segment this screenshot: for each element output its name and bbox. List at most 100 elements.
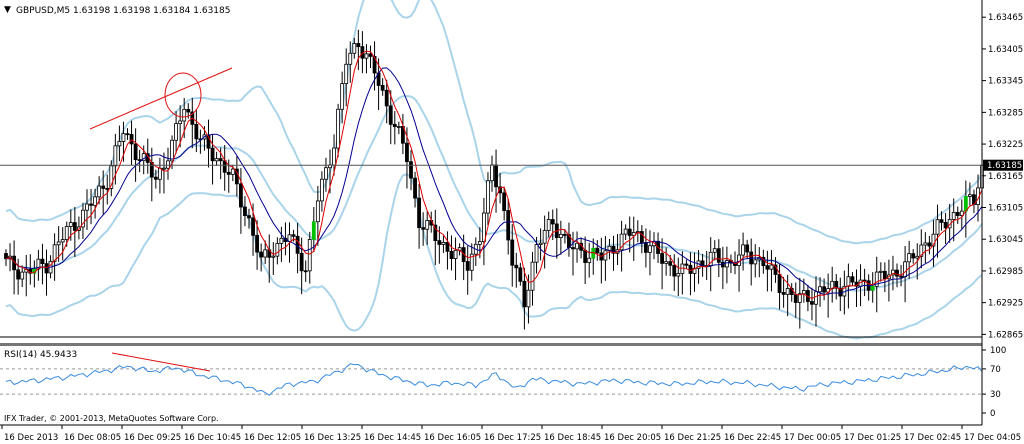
price-axis[interactable]: 1.63465 1.63405 1.63345 1.63285 1.63225 1.631… <box>982 13 1023 340</box>
trendline-annotation[interactable] <box>89 67 233 130</box>
candle[interactable] <box>951 198 956 242</box>
candle[interactable] <box>166 147 170 180</box>
candle[interactable] <box>194 109 199 153</box>
candle[interactable] <box>60 227 65 261</box>
candle[interactable] <box>716 239 721 278</box>
candle[interactable] <box>911 249 916 264</box>
candle[interactable] <box>611 235 616 271</box>
candle[interactable] <box>89 189 93 225</box>
candle[interactable] <box>777 264 782 310</box>
candle[interactable] <box>307 231 312 284</box>
candle[interactable] <box>834 274 839 300</box>
candle[interactable] <box>425 211 430 245</box>
candle[interactable] <box>712 240 717 261</box>
candle[interactable] <box>522 267 527 330</box>
candle[interactable] <box>810 287 814 321</box>
candle[interactable] <box>364 44 369 74</box>
candle[interactable] <box>506 198 511 255</box>
candle[interactable] <box>413 171 417 208</box>
candle[interactable] <box>319 171 324 212</box>
candle[interactable] <box>660 238 664 290</box>
candle[interactable] <box>340 71 345 124</box>
candle[interactable] <box>518 262 523 286</box>
candle[interactable] <box>907 240 912 279</box>
candle[interactable] <box>684 259 689 269</box>
candle[interactable] <box>162 152 166 194</box>
candle[interactable] <box>571 231 575 276</box>
candle[interactable] <box>874 256 879 313</box>
candle[interactable] <box>538 228 543 261</box>
candle[interactable] <box>133 128 138 182</box>
candle[interactable] <box>502 186 507 221</box>
candle[interactable] <box>315 185 320 246</box>
candle[interactable] <box>753 244 758 278</box>
candle[interactable] <box>372 41 377 91</box>
candle[interactable] <box>125 128 130 140</box>
candle[interactable] <box>348 41 353 83</box>
candle[interactable] <box>384 79 389 124</box>
candle[interactable] <box>765 250 770 292</box>
candle[interactable] <box>469 243 474 281</box>
candle[interactable] <box>238 168 243 234</box>
candle[interactable] <box>129 120 134 166</box>
candle[interactable] <box>878 262 883 282</box>
candle[interactable] <box>927 235 932 255</box>
time-axis[interactable]: 16 Dec 2013 16 Dec 08:05 16 Dec 09:25 16 De… <box>1 425 1021 443</box>
candle[interactable] <box>676 257 681 297</box>
candle[interactable] <box>109 160 114 197</box>
candle[interactable] <box>449 235 454 271</box>
candle[interactable] <box>623 224 628 241</box>
candle[interactable] <box>453 237 458 281</box>
candle[interactable] <box>445 231 450 270</box>
price-pane[interactable]: ▼ GBPUSD,M5 1.63198 1.63198 1.63184 1.63… <box>0 0 984 340</box>
candle[interactable] <box>271 242 276 275</box>
pane-divider[interactable] <box>0 343 982 346</box>
candle[interactable] <box>595 240 600 261</box>
candle[interactable] <box>741 232 745 271</box>
candle[interactable] <box>644 228 648 268</box>
candle[interactable] <box>639 225 644 254</box>
candle[interactable] <box>81 202 85 239</box>
candle[interactable] <box>959 199 964 230</box>
rsi-pane[interactable]: RSI(14) 45.9433 IFX Trader, © 2001-2013,… <box>0 350 983 423</box>
candle[interactable] <box>546 211 551 238</box>
candle[interactable] <box>769 250 774 292</box>
candle[interactable] <box>725 246 729 284</box>
candle[interactable] <box>396 121 401 135</box>
candle[interactable] <box>16 258 21 295</box>
candle[interactable] <box>510 224 515 287</box>
candle[interactable] <box>550 209 555 241</box>
rsi-axis[interactable]: 100 70 30 0 <box>982 346 1006 419</box>
candle[interactable] <box>20 265 25 288</box>
candle[interactable] <box>40 243 45 285</box>
candle[interactable] <box>931 219 936 267</box>
candle[interactable] <box>380 78 385 96</box>
candle[interactable] <box>433 209 438 266</box>
candle[interactable] <box>344 48 349 107</box>
candle[interactable] <box>968 182 972 206</box>
candle[interactable] <box>279 226 284 262</box>
candle[interactable] <box>850 272 855 286</box>
candle[interactable] <box>263 240 268 265</box>
candle[interactable] <box>939 211 944 231</box>
candle[interactable] <box>587 242 592 278</box>
candle[interactable] <box>441 235 446 253</box>
candle[interactable] <box>214 151 219 166</box>
candle[interactable] <box>814 276 818 327</box>
candle[interactable] <box>923 232 928 264</box>
candle[interactable] <box>85 189 89 231</box>
candle[interactable] <box>465 245 470 295</box>
candle[interactable] <box>919 229 924 269</box>
candle[interactable] <box>368 45 373 69</box>
candle[interactable] <box>324 157 328 192</box>
candle[interactable] <box>668 255 673 276</box>
candle[interactable] <box>575 231 579 263</box>
candle[interactable] <box>672 254 677 291</box>
candle[interactable] <box>818 277 822 307</box>
candle[interactable] <box>388 90 393 145</box>
trend-annotations[interactable] <box>89 67 233 130</box>
candle[interactable] <box>56 226 61 262</box>
candle[interactable] <box>303 260 308 282</box>
dropdown-glyph[interactable]: ▼ <box>4 5 11 15</box>
